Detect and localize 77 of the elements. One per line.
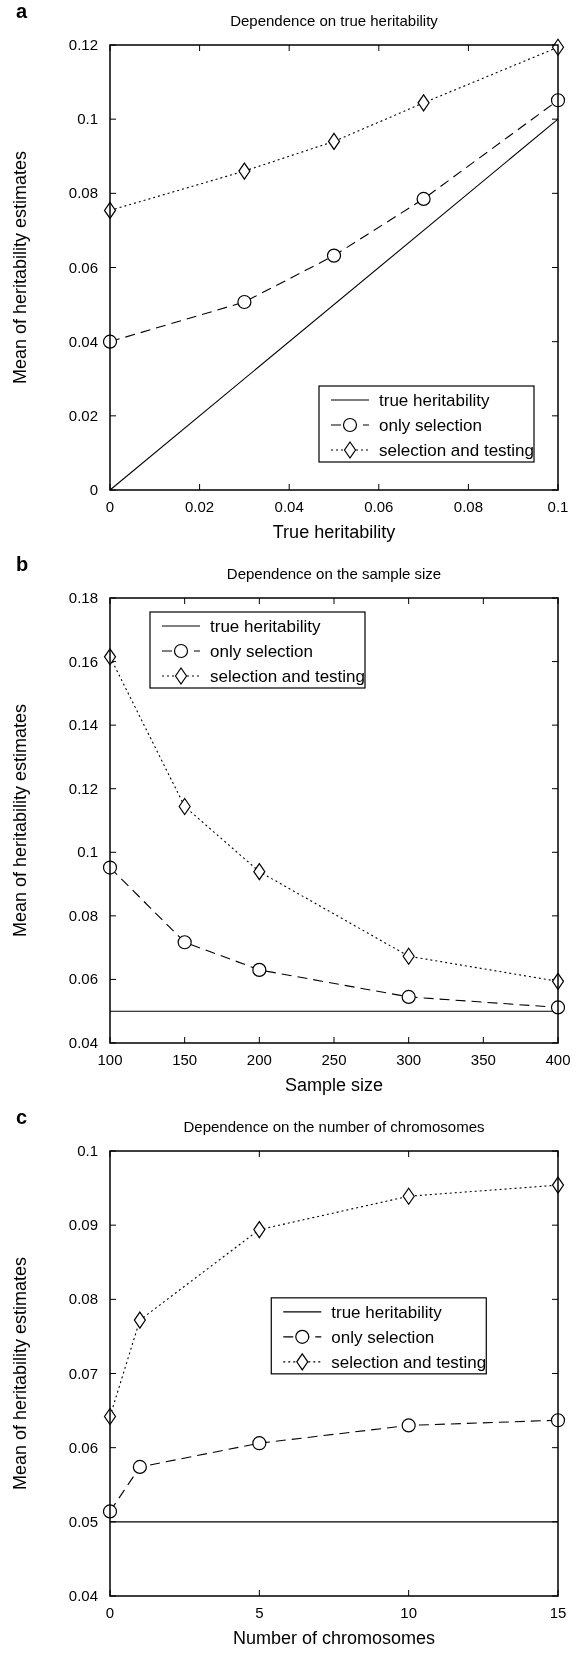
point: [402, 947, 415, 965]
x-tick-label: 0.04: [274, 498, 304, 515]
y-axis-title: Mean of heritability estimates: [10, 150, 30, 385]
point: [133, 1311, 146, 1329]
x-tick-label: 300: [396, 1051, 422, 1068]
legend-label: selection and testing: [379, 441, 534, 460]
y-tick-label: 0.12: [68, 36, 98, 53]
x-tick-label: 0.02: [185, 498, 215, 515]
x-axis-title: True heritability: [272, 522, 396, 542]
y-tick-label: 0.05: [68, 1512, 98, 1530]
x-tick-label: 0: [105, 1604, 115, 1621]
point: [177, 935, 192, 950]
point: [237, 294, 252, 310]
x-tick-label: 15: [549, 1604, 567, 1621]
y-tick-label: 0.08: [68, 906, 98, 924]
y-tick-label: 0.1: [77, 110, 98, 128]
y-tick-label: 0.06: [68, 970, 98, 988]
x-tick-label: 350: [470, 1051, 496, 1068]
y-tick-label: 0.06: [68, 258, 98, 276]
text: c: [16, 1106, 28, 1128]
legend-label: true heritability: [331, 1302, 443, 1322]
x-tick-label: 0.08: [453, 498, 483, 515]
x-tick-label: 0.1: [547, 498, 569, 515]
point: [327, 132, 341, 151]
legend-label: only selection: [210, 642, 314, 661]
y-tick-label: 0.1: [77, 1142, 98, 1159]
y-tick-label: 0.02: [68, 406, 98, 424]
x-tick-label: 100: [97, 1051, 123, 1068]
legend-label: selection and testing: [210, 667, 365, 686]
text: a: [16, 0, 28, 22]
y-tick-label: 0.08: [68, 1290, 98, 1308]
x-tick-label: 250: [321, 1051, 347, 1068]
y-tick-label: 0.16: [68, 652, 98, 670]
point: [253, 863, 266, 881]
y-axis-title: Mean of heritability estimates: [10, 703, 30, 938]
point: [401, 989, 416, 1005]
legend-label: only selection: [331, 1327, 435, 1347]
chart-title: Dependence on the number of chromosomes: [183, 1118, 485, 1135]
point: [252, 962, 267, 977]
y-tick-label: 0.12: [68, 779, 98, 797]
point: [132, 1459, 147, 1475]
y-axis-title: Mean of heritability estimates: [10, 1256, 30, 1491]
y-tick-label: 0.04: [68, 1587, 98, 1604]
x-tick-label: 5: [255, 1604, 264, 1621]
y-tick-label: 0: [89, 481, 98, 498]
point: [252, 1436, 267, 1451]
point: [401, 1418, 416, 1433]
x-tick-label: 10: [400, 1604, 418, 1621]
x-tick-label: 150: [172, 1051, 198, 1068]
y-tick-label: 0.1: [77, 843, 98, 861]
legend-label: selection and testing: [331, 1352, 487, 1372]
point: [416, 191, 431, 206]
y-tick-label: 0.06: [68, 1438, 98, 1456]
y-tick-label: 0.07: [68, 1364, 98, 1382]
y-tick-label: 0.08: [68, 184, 98, 202]
x-tick-label: 200: [246, 1051, 272, 1068]
y-tick-label: 0.18: [68, 589, 98, 606]
y-tick-label: 0.14: [68, 716, 98, 734]
x-tick-label: 400: [545, 1051, 571, 1068]
y-tick-label: 0.04: [68, 1034, 98, 1051]
text: b: [16, 553, 29, 575]
point: [417, 94, 430, 112]
y-tick-label: 0.09: [68, 1216, 98, 1234]
point: [238, 162, 251, 180]
x-axis-title: Number of chromosomes: [232, 1628, 436, 1648]
legend-label: true heritability: [210, 617, 322, 636]
chart-title: Dependence on true heritability: [230, 12, 439, 29]
x-tick-label: 0.06: [364, 498, 394, 515]
point: [253, 1221, 266, 1239]
chart-title: Dependence on the sample size: [226, 565, 442, 582]
y-tick-label: 0.04: [68, 332, 98, 350]
x-tick-label: 0: [105, 498, 115, 515]
point: [326, 248, 342, 263]
point: [402, 1187, 415, 1205]
legend-label: only selection: [379, 416, 483, 435]
legend-label: true heritability: [379, 391, 491, 410]
x-axis-title: Sample size: [284, 1075, 384, 1095]
